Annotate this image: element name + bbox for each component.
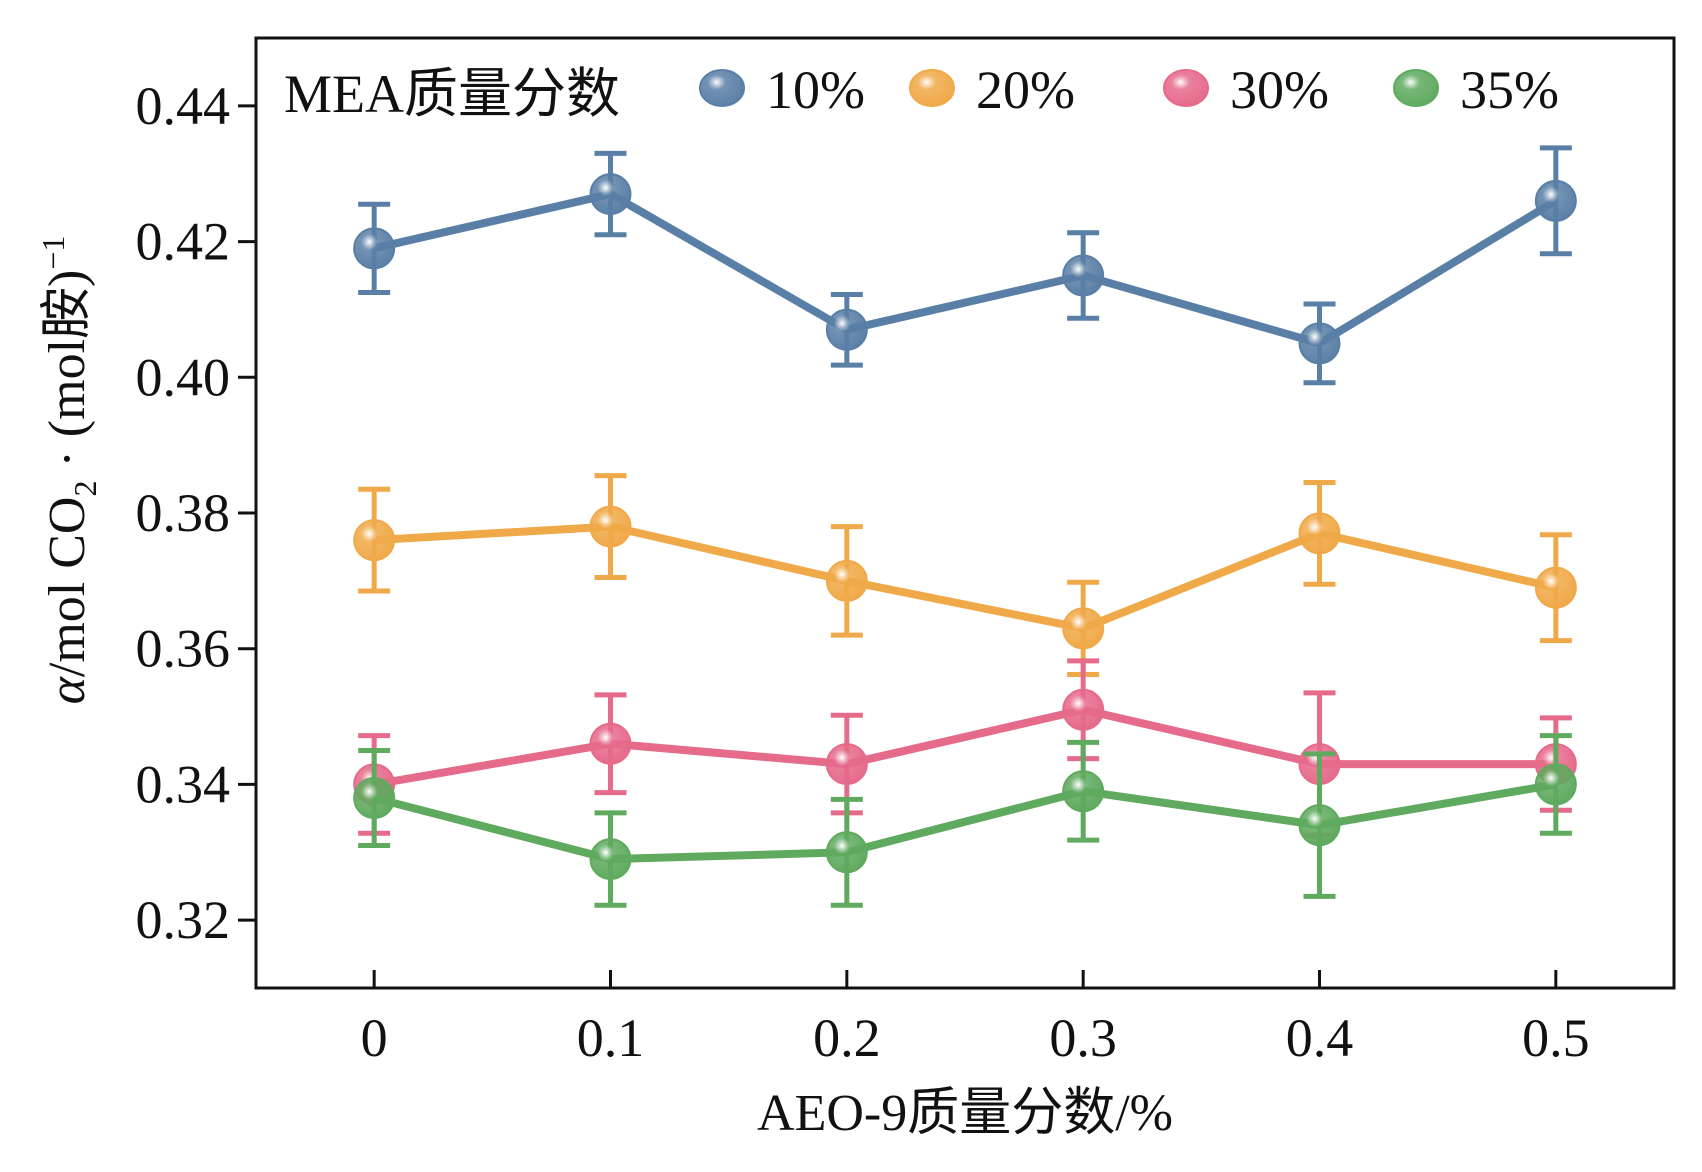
series-line xyxy=(373,780,1557,864)
y-axis-title: α/mol CO2 · (mol胺)−1 xyxy=(35,236,103,705)
data-point xyxy=(353,777,396,819)
y-axis-title-superscript: −1 xyxy=(35,236,71,270)
series-layer xyxy=(353,145,1577,908)
series-line xyxy=(373,190,1558,348)
legend-label: 30% xyxy=(1230,60,1329,120)
y-tick-label: 0.36 xyxy=(136,619,231,679)
data-point xyxy=(825,559,868,602)
series-line xyxy=(373,705,1556,789)
series-10% xyxy=(353,145,1577,386)
data-point xyxy=(825,308,868,351)
y-axis-title-amine: · (mol胺) xyxy=(39,270,96,481)
data-point xyxy=(1534,566,1577,609)
data-point xyxy=(1062,607,1105,650)
data-point xyxy=(825,831,868,874)
y-tick-label: 0.38 xyxy=(136,483,231,543)
data-point xyxy=(1298,804,1341,847)
data-point xyxy=(825,743,868,786)
y-axis-title-unit: /mol CO xyxy=(39,497,96,678)
data-point xyxy=(1062,770,1105,813)
x-axis-title: AEO-9质量分数/% xyxy=(757,1085,1173,1142)
legend-marker xyxy=(909,69,955,107)
legend-label: 20% xyxy=(976,60,1075,120)
x-tick-label: 0.5 xyxy=(1522,1008,1590,1068)
legend-label: 10% xyxy=(766,60,865,120)
y-tick-label: 0.34 xyxy=(136,754,231,814)
x-tick-label: 0.1 xyxy=(577,1008,645,1068)
data-point xyxy=(1062,688,1105,731)
data-point xyxy=(589,173,632,216)
data-point xyxy=(1534,763,1577,806)
x-tick-label: 0 xyxy=(361,1008,388,1068)
y-tick-label: 0.42 xyxy=(136,212,231,272)
legend-marker xyxy=(699,69,745,107)
y-tick-label: 0.44 xyxy=(136,76,231,136)
data-point xyxy=(1534,179,1577,222)
y-tick-label: 0.32 xyxy=(136,890,231,950)
x-tick-label: 0.3 xyxy=(1049,1008,1117,1068)
legend-label: 35% xyxy=(1460,60,1559,120)
legend-marker xyxy=(1393,69,1439,107)
y-axis-title-alpha: α xyxy=(39,675,96,704)
data-point xyxy=(589,838,632,881)
data-point xyxy=(1298,322,1341,365)
y-axis-title-subscript: 2 xyxy=(67,481,103,497)
data-point xyxy=(1298,512,1341,555)
series-line xyxy=(373,522,1557,633)
x-tick-label: 0.2 xyxy=(813,1008,881,1068)
legend: MEA质量分数 10% 20% 30% 35% xyxy=(284,60,1559,124)
data-point xyxy=(353,519,396,562)
y-tick-label: 0.40 xyxy=(136,347,231,407)
series-35% xyxy=(353,733,1577,908)
axis-ticks: 0.32 0.34 0.36 0.38 0.40 0.42 0.44 0 0.1 0.2 0.3 0.… xyxy=(136,76,1590,1068)
legend-title: MEA质量分数 xyxy=(284,64,620,124)
series-20% xyxy=(353,473,1577,677)
data-point xyxy=(353,227,396,270)
data-point xyxy=(589,505,632,548)
x-tick-label: 0.4 xyxy=(1286,1008,1354,1068)
plot-area-frame xyxy=(254,36,1676,990)
data-point xyxy=(1062,254,1105,297)
legend-marker xyxy=(1163,69,1209,107)
data-point xyxy=(589,722,632,765)
